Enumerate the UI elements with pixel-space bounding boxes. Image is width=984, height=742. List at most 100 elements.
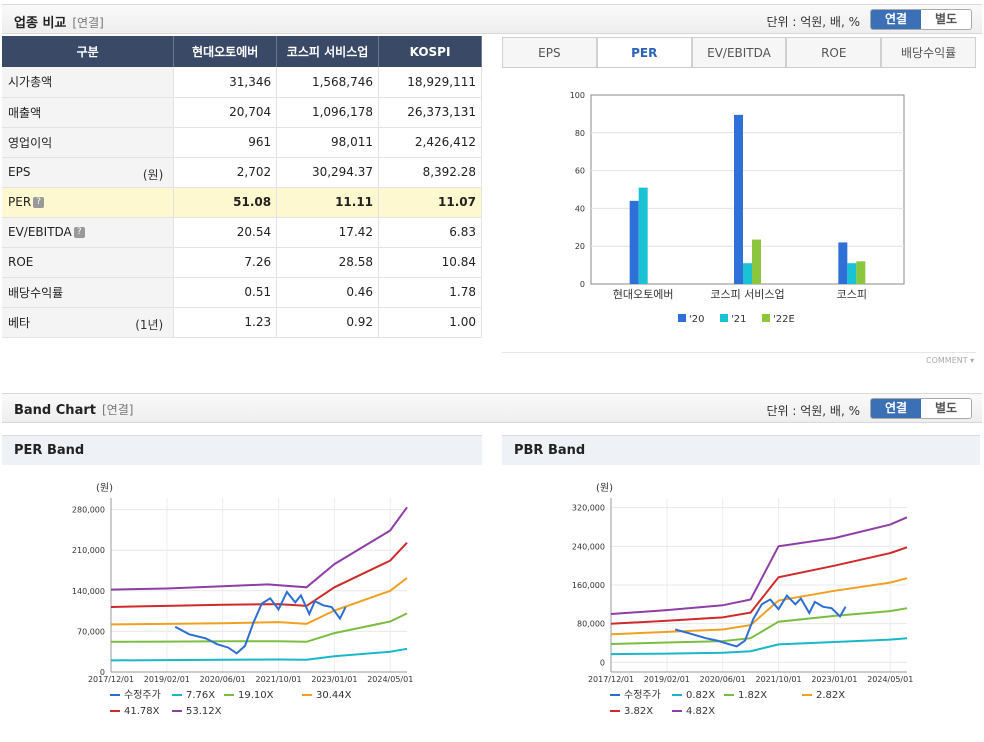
y-tick-label: 80,000: [577, 620, 605, 629]
table-cell: 98,011: [276, 127, 380, 158]
row-label-text: EV/EBITDA: [8, 225, 72, 239]
bar: [743, 263, 752, 284]
help-icon[interactable]: ?: [33, 197, 45, 208]
legend-swatch: [762, 314, 770, 322]
help-icon[interactable]: ?: [73, 227, 85, 238]
tab-per[interactable]: PER: [596, 37, 692, 67]
legend-label: 수정주가: [124, 689, 161, 701]
y-tick-label: 160,000: [572, 581, 605, 590]
row-label: 베타 (1년): [2, 307, 175, 338]
col-header-category: 구분: [2, 36, 175, 67]
table-cell: 10.84: [378, 247, 482, 278]
compare-title: 업종 비교 [연결]: [14, 16, 104, 31]
table-row: EV/EBITDA? 20.54 17.42 6.83: [2, 217, 482, 248]
metric-tabs: EPS PER EV/EBITDA ROE 배당수익률: [502, 37, 976, 68]
table-row: EPS (원) 2,702 30,294.37 8,392.28: [2, 157, 482, 188]
band-separate-button[interactable]: 별도: [921, 399, 971, 418]
row-label: EPS (원): [2, 157, 175, 188]
table-row: PER? 51.08 11.11 11.07: [2, 187, 482, 218]
band-section-header: Band Chart [연결] 단위 : 억원, 배, % 연결 별도: [2, 393, 982, 423]
tab-dividend-yield[interactable]: 배당수익률: [881, 37, 976, 67]
y-tick-label: 80: [575, 129, 585, 138]
row-label: ROE: [2, 247, 175, 278]
x-tick-label: 2017/12/01: [588, 675, 634, 684]
table-cell: 1.23: [173, 307, 278, 338]
compare-toggle: 연결 별도: [870, 9, 972, 30]
consolidated-button[interactable]: 연결: [871, 10, 921, 29]
bar: [752, 239, 761, 284]
legend-label: 19.10X: [238, 690, 274, 701]
tab-roe[interactable]: ROE: [786, 37, 882, 67]
x-tick-label: 2023/01/01: [811, 675, 857, 684]
row-unit: (원): [142, 167, 164, 182]
legend-label: '21: [731, 314, 746, 325]
row-unit: (1년): [135, 317, 164, 332]
x-tick-label: 2024/05/01: [867, 675, 913, 684]
table-row: 영업이익 961 98,011 2,426,412: [2, 127, 482, 158]
x-tick-label: 2024/05/01: [367, 675, 413, 684]
x-tick-label: 2020/06/01: [200, 675, 246, 684]
row-label-text: 베타: [8, 315, 31, 330]
series-line: [174, 590, 347, 655]
x-tick-label: 2019/02/01: [144, 675, 190, 684]
row-label: EV/EBITDA?: [2, 217, 175, 248]
table-cell: 18,929,111: [378, 67, 482, 98]
row-label-text: 배당수익률: [8, 285, 64, 300]
pbr-band-title: PBR Band: [514, 443, 586, 458]
row-label-text: 영업이익: [8, 135, 53, 150]
table-cell: 0.46: [276, 277, 380, 308]
tab-eps[interactable]: EPS: [502, 37, 597, 67]
legend-label: 0.82X: [686, 690, 715, 701]
band-consolidated-button[interactable]: 연결: [871, 399, 921, 418]
row-label: 매출액: [2, 97, 175, 128]
table-cell: 31,346: [173, 67, 278, 98]
compare-unit: 단위 : 억원, 배, %: [766, 15, 860, 29]
x-tick-label: 2020/06/01: [700, 675, 746, 684]
series-line: [610, 607, 908, 645]
y-tick-label: 40: [575, 204, 585, 213]
table-row: 매출액 20,704 1,096,178 26,373,131: [2, 97, 482, 128]
table-cell: 26,373,131: [378, 97, 482, 128]
bar: [838, 242, 848, 284]
series-line: [610, 546, 908, 625]
legend-label: 3.82X: [624, 706, 653, 717]
y-axis-label: (원): [596, 482, 613, 494]
y-tick-label: 210,000: [72, 546, 105, 555]
row-label-text: ROE: [8, 255, 34, 269]
y-tick-label: 60: [575, 167, 585, 176]
y-tick-label: 240,000: [572, 542, 605, 551]
series-line: [610, 577, 908, 636]
bar: [856, 261, 866, 284]
table-row: 베타 (1년) 1.23 0.92 1.00: [2, 307, 482, 338]
table-cell: 6.83: [378, 217, 482, 248]
series-line: [110, 577, 408, 626]
y-tick-label: 100: [570, 91, 585, 100]
row-label: 배당수익률: [2, 277, 175, 308]
legend-label: 4.82X: [686, 706, 715, 717]
row-label: 시가총액: [2, 67, 175, 98]
legend-label: 2.82X: [816, 690, 845, 701]
table-row: 배당수익률 0.51 0.46 1.78: [2, 277, 482, 308]
series-line: [610, 516, 908, 615]
band-unit: 단위 : 억원, 배, %: [766, 404, 860, 418]
col-header-company: 현대오토에버: [173, 36, 278, 67]
y-tick-label: 280,000: [72, 506, 105, 515]
legend-label: 41.78X: [124, 706, 160, 717]
compare-sub: [연결]: [72, 16, 104, 30]
comment-toggle[interactable]: COMMENT ▾: [926, 356, 975, 365]
separate-button[interactable]: 별도: [921, 10, 971, 29]
row-label-text: PER: [8, 195, 32, 209]
tab-ev-ebitda[interactable]: EV/EBITDA: [691, 37, 787, 67]
table-cell: 1.78: [378, 277, 482, 308]
x-tick-label: 현대오토에버: [613, 288, 674, 301]
row-label-text: EPS: [8, 165, 31, 179]
y-tick-label: 140,000: [72, 587, 105, 596]
row-label-text: 시가총액: [8, 75, 53, 90]
legend-swatch: [720, 314, 728, 322]
compare-table-header: 구분 현대오토에버 코스피 서비스업 KOSPI: [2, 36, 482, 67]
per-band-title: PER Band: [14, 443, 85, 458]
x-tick-label: 2019/02/01: [644, 675, 690, 684]
x-tick-label: 코스피: [837, 288, 867, 301]
table-cell: 1,568,746: [276, 67, 380, 98]
y-tick-label: 0: [100, 668, 105, 677]
